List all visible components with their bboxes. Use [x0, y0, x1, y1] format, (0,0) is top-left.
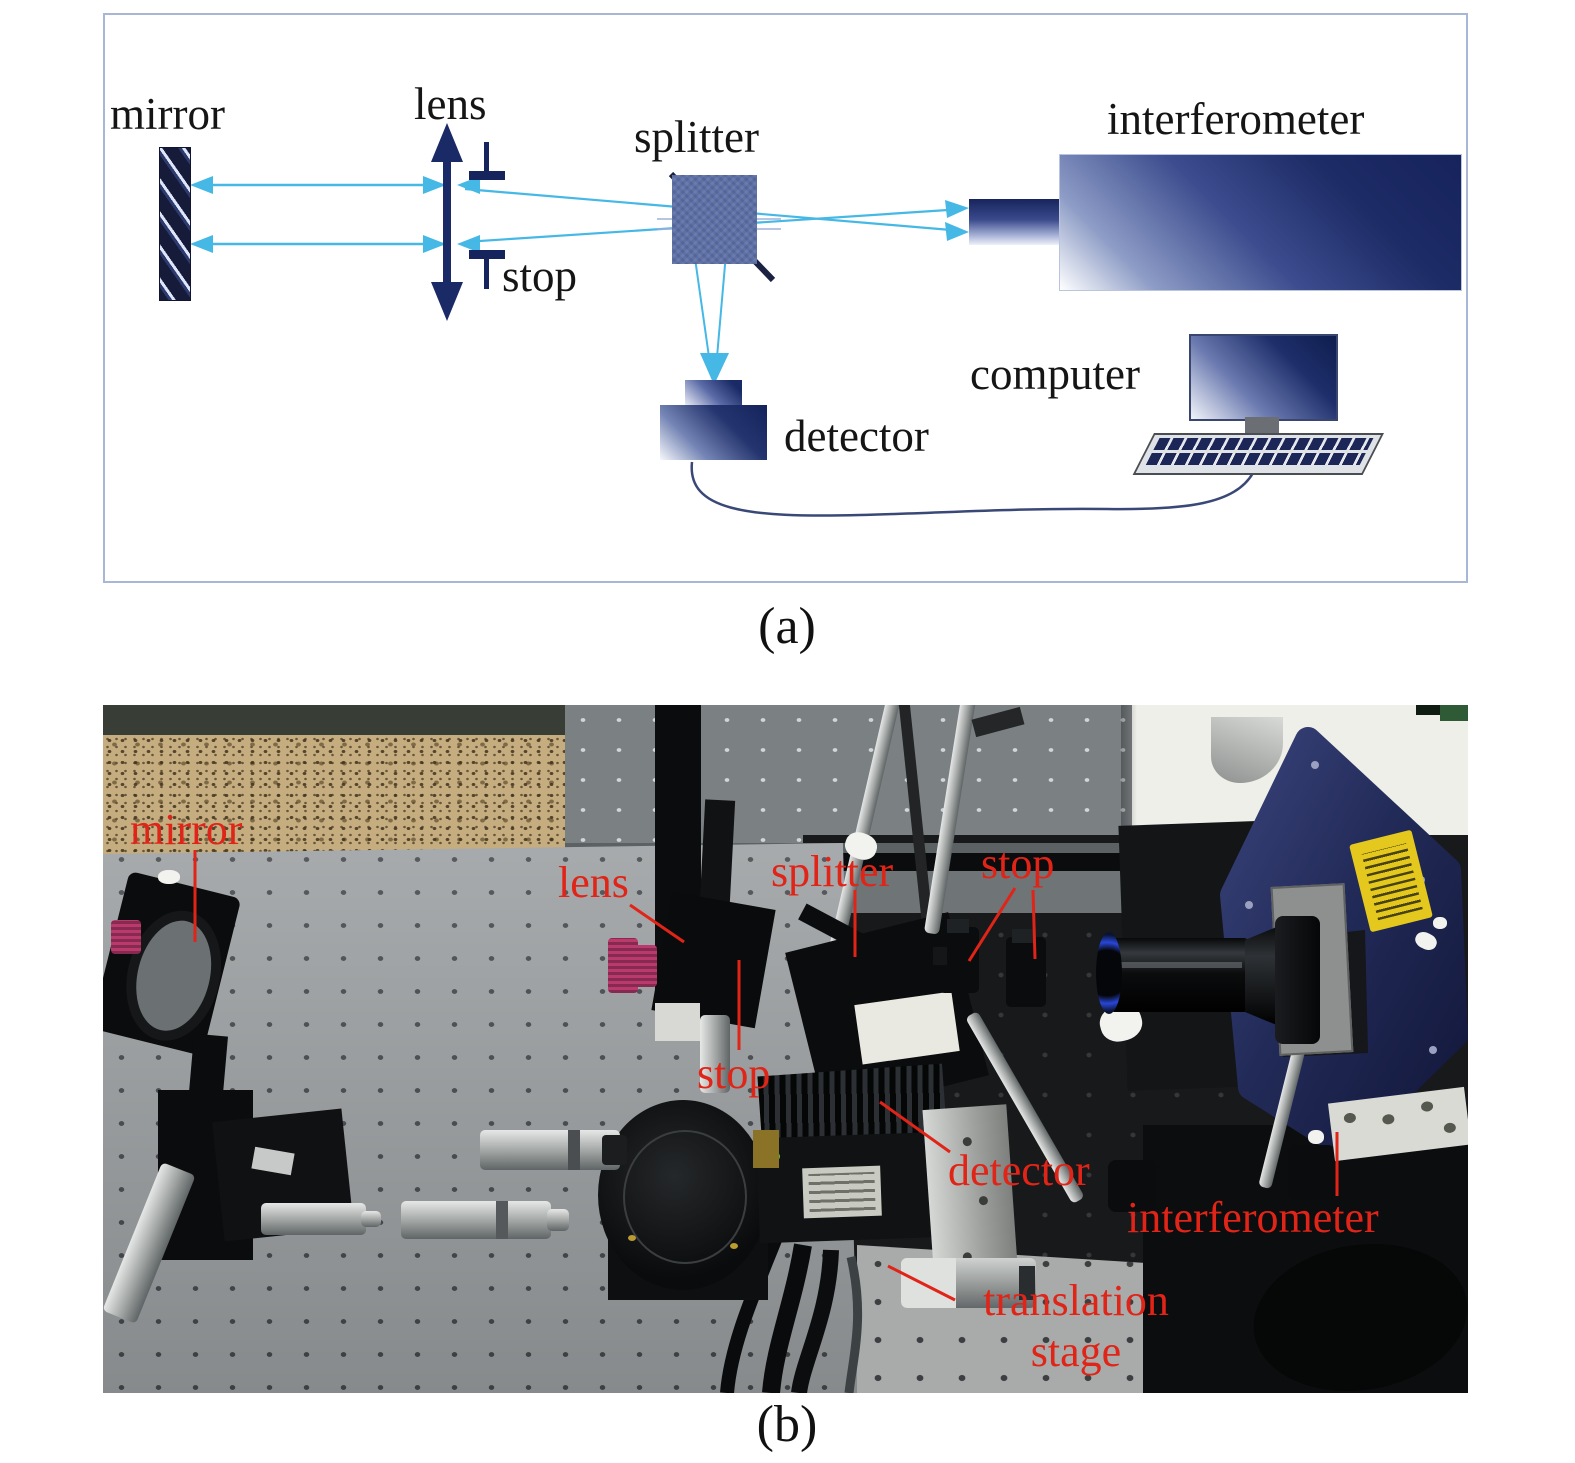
iris-stop: [1006, 929, 1046, 1007]
barrel-blue-ring: [1096, 932, 1122, 1014]
mirror-shape: [159, 147, 191, 301]
stop-aperture-upper-stem: [484, 142, 489, 173]
post-label: [655, 1003, 700, 1041]
translation-stage-line1: translation: [983, 1276, 1169, 1325]
photo-label-interferometer: interferometer: [1127, 1193, 1379, 1242]
keyboard-key-row: [1153, 438, 1374, 450]
diagram-label-lens: lens: [414, 79, 487, 129]
stop-aperture-lower-stem: [484, 259, 489, 289]
micrometer: [401, 1201, 569, 1239]
diagram-label-mirror: mirror: [110, 89, 225, 139]
detector-cable: [791, 1249, 839, 1393]
diagram-label-stop: stop: [502, 251, 578, 301]
diagram-label-detector: detector: [784, 411, 929, 461]
detector-cable: [762, 1243, 812, 1393]
computer-monitor-stand: [1245, 417, 1279, 433]
micrometer-tip: [361, 1211, 381, 1227]
micrometer: [261, 1203, 366, 1235]
interferometer-body-shape: [1059, 154, 1462, 291]
detector-cable: [844, 1255, 863, 1393]
photo-label-stop-right: stop: [981, 839, 1055, 888]
photo-leader-lines: [193, 850, 1339, 1302]
detector-head-shape: [685, 380, 742, 405]
photo-label-stop-center: stop: [697, 1049, 771, 1098]
iris-stop: [933, 919, 979, 993]
interferometer-barrel: [1093, 916, 1323, 1052]
caption-a: (a): [758, 598, 816, 655]
computer-keyboard-shape: [1132, 433, 1384, 475]
diagram-label-splitter: splitter: [634, 112, 759, 162]
diagram-label-computer: computer: [970, 349, 1140, 399]
translation-stage-line2: stage: [1030, 1326, 1122, 1376]
photo-label-mirror: mirror: [130, 805, 243, 854]
schematic-panel: mirror lens stop splitter interferometer…: [103, 13, 1468, 583]
stop-aperture-upper-bar: [469, 171, 505, 180]
rotation-stage: [598, 1085, 773, 1300]
clamp-screw: [1308, 1130, 1324, 1144]
lens-post-lower: [700, 1015, 730, 1093]
detector-body-shape: [660, 405, 767, 460]
corner-object: [1440, 705, 1468, 721]
stop-aperture-lower-bar: [469, 250, 505, 259]
terrazzo-floor: [103, 735, 565, 861]
interferometer-snout-shape: [969, 199, 1059, 245]
reflective-tape: [158, 870, 180, 884]
beam-splitter-shape: [672, 175, 757, 264]
photo-label-translation-stage: translation stage: [951, 1276, 1201, 1377]
diagram-label-interferometer: interferometer: [1107, 94, 1365, 144]
computer-monitor-shape: [1189, 334, 1338, 421]
photo-panel: mirror lens splitter stop stop detector …: [103, 705, 1468, 1393]
lens-adjuster-knob: [631, 945, 657, 987]
detector-connector: [753, 1130, 779, 1168]
arm-clamp: [1288, 1145, 1336, 1200]
photo-label-splitter: splitter: [771, 847, 894, 896]
photo-label-detector: detector: [948, 1146, 1090, 1195]
breadboard-edge-shadow: [1121, 705, 1137, 845]
stage-micrometer: [480, 1130, 627, 1170]
signal-cable: [690, 461, 1255, 517]
caption-b: (b): [756, 1396, 818, 1453]
wall-screw: [1433, 917, 1447, 929]
mirror-knob: [111, 920, 141, 954]
photo-label-lens: lens: [558, 858, 629, 907]
arm-clamp: [1108, 1160, 1156, 1212]
corner-object: [1416, 705, 1440, 715]
keyboard-key-row: [1145, 453, 1366, 465]
